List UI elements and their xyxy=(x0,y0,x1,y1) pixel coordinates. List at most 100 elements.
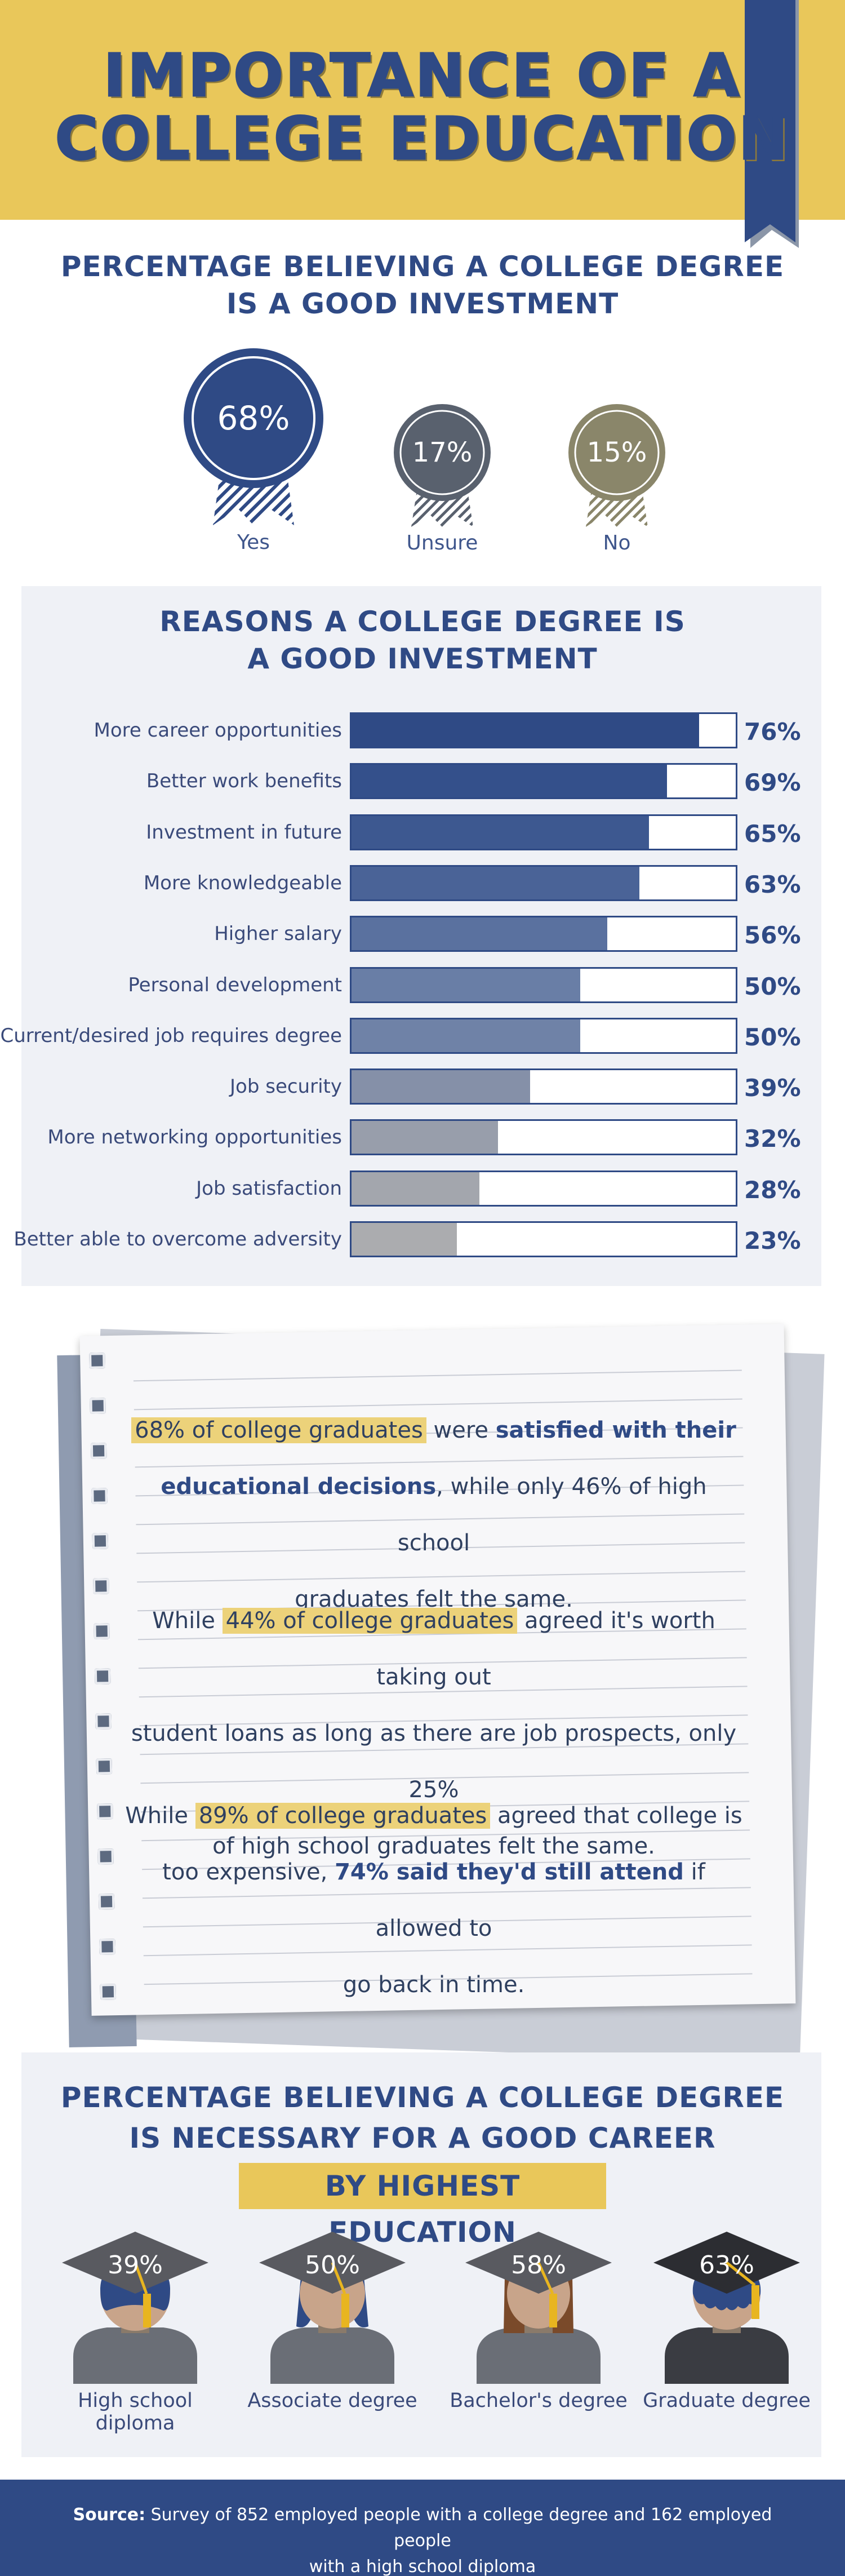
reason-row: More career opportunities 76% xyxy=(0,712,845,748)
reason-row: More networking opportunities 32% xyxy=(0,1119,845,1155)
notebook-hole xyxy=(96,1758,113,1775)
note-3-line-1: While 89% of college graduates agreed th… xyxy=(124,1788,744,1844)
notebook-hole xyxy=(94,1668,111,1684)
notebook-hole xyxy=(90,1398,106,1414)
footer-source: Source: Survey of 852 employed people wi… xyxy=(56,2502,789,2576)
reasons-title-line2: A GOOD INVESTMENT xyxy=(247,642,598,675)
notebook-hole xyxy=(99,1939,115,1955)
graduate-associate-label: Associate degree xyxy=(247,2389,417,2412)
reason-row: More knowledgeable 63% xyxy=(0,865,845,901)
investment-title-line1: PERCENTAGE BELIEVING A COLLEGE DEGREE xyxy=(60,250,785,283)
reason-bar-fill xyxy=(352,1070,530,1103)
notebook-hole xyxy=(95,1713,112,1730)
note-paragraph-3: While 89% of college graduates agreed th… xyxy=(124,1788,744,2013)
graduate-bachelors-icon: 58% xyxy=(465,2232,612,2384)
reason-bar-track xyxy=(350,763,737,799)
reason-value: 39% xyxy=(744,1074,801,1102)
badge-yes-value: 68% xyxy=(217,399,290,437)
header-banner xyxy=(0,0,845,220)
graduate-highschool-icon: 39% xyxy=(62,2232,208,2384)
badge-yes-label: Yes xyxy=(237,531,270,554)
badge-yes-graphic: 68% xyxy=(184,348,323,525)
badge-no: 15% No xyxy=(555,403,679,572)
note-paragraph-2: While 44% of college graduates agreed it… xyxy=(124,1593,744,1874)
reason-row: Personal development 50% xyxy=(0,967,845,1003)
badge-unsure-label: Unsure xyxy=(406,531,478,555)
badge-unsure-value: 17% xyxy=(412,437,473,468)
reason-row: Higher salary 56% xyxy=(0,916,845,952)
footer-source-line2: with a high school diploma xyxy=(309,2557,536,2576)
graduate-associate-value: 50% xyxy=(305,2251,360,2280)
reason-bar-fill xyxy=(352,1019,580,1052)
note-1-line-2: educational decisions, while only 46% of… xyxy=(124,1458,744,1571)
graduate-highschool-value: 39% xyxy=(108,2251,163,2280)
bookmark-ribbon xyxy=(745,0,799,248)
footer-source-line1: Source: Survey of 852 employed people wi… xyxy=(56,2502,789,2554)
reason-value: 50% xyxy=(744,973,801,1000)
investment-title-line2: IS A GOOD INVESTMENT xyxy=(226,287,619,320)
page-title-line2: COLLEGE EDUCATION xyxy=(54,104,790,173)
reason-label: Higher salary xyxy=(214,923,342,945)
reason-row: Job security 39% xyxy=(0,1068,845,1105)
note-3-line-3: go back in time. xyxy=(343,1972,525,1998)
reason-value: 28% xyxy=(744,1176,801,1204)
reason-bar-fill xyxy=(352,714,699,747)
note-2-text-a: While xyxy=(152,1608,223,1634)
note-2-line-1: While 44% of college graduates agreed it… xyxy=(124,1593,744,1705)
reason-bar-fill xyxy=(352,1223,457,1256)
reason-value: 76% xyxy=(744,718,801,746)
note-paragraph-1: 68% of college graduates were satisfied … xyxy=(124,1402,744,1628)
reason-value: 63% xyxy=(744,871,801,898)
notebook-rule-line xyxy=(133,1369,742,1382)
reason-row: Investment in future 65% xyxy=(0,814,845,850)
reason-bar-fill xyxy=(352,917,607,950)
badge-unsure-graphic: 17% xyxy=(394,404,491,527)
reasons-title: REASONS A COLLEGE DEGREE IS A GOOD INVES… xyxy=(0,603,845,677)
reason-value: 65% xyxy=(744,820,801,848)
note-1-text-c: , while only 46% of high school xyxy=(397,1474,707,1556)
footer-source-text1: Survey of 852 employed people with a col… xyxy=(145,2505,772,2551)
career-subtitle: BY HIGHEST EDUCATION xyxy=(324,2170,521,2249)
badge-no-label: No xyxy=(603,531,631,555)
reason-label: Job satisfaction xyxy=(196,1177,342,1200)
badge-no-graphic: 15% xyxy=(568,404,665,527)
reason-row: Better work benefits 69% xyxy=(0,763,845,799)
notebook-hole xyxy=(92,1533,109,1549)
reason-label: Investment in future xyxy=(146,821,342,844)
reason-label: More career opportunities xyxy=(94,719,342,742)
reason-bar-track xyxy=(350,967,737,1003)
reason-bar-track xyxy=(350,814,737,850)
badge-unsure: 17% Unsure xyxy=(380,403,504,572)
note-2-highlight: 44% of college graduates xyxy=(222,1608,518,1634)
reason-bar-fill xyxy=(352,867,639,899)
note-3-highlight: 89% of college graduates xyxy=(195,1803,491,1829)
reason-bar-track xyxy=(350,1018,737,1054)
reason-label: Personal development xyxy=(128,974,342,996)
graduate-graduate-icon: 63% xyxy=(653,2232,800,2384)
badge-no-value: 15% xyxy=(587,437,647,468)
note-3-text-a: While xyxy=(125,1803,195,1829)
graduate-graduate-label: Graduate degree xyxy=(643,2389,811,2412)
reason-bar-track xyxy=(350,865,737,901)
note-1-line-1: 68% of college graduates were satisfied … xyxy=(124,1402,744,1458)
note-3-line-2: too expensive, 74% said they'd still att… xyxy=(124,1844,744,1957)
note-3-text-d: if allowed to xyxy=(375,1859,705,1941)
note-1-bold-b: educational decisions xyxy=(161,1474,437,1500)
reason-bar-track xyxy=(350,1170,737,1207)
reason-value: 69% xyxy=(744,769,801,796)
investment-title: PERCENTAGE BELIEVING A COLLEGE DEGREE IS… xyxy=(0,248,845,322)
career-title-line1: PERCENTAGE BELIEVING A COLLEGE DEGREE xyxy=(60,2081,785,2114)
reason-bar-fill xyxy=(352,765,667,797)
notebook-hole xyxy=(97,1803,113,1820)
footer: Source: Survey of 852 employed people wi… xyxy=(0,2480,845,2576)
note-1-text-a: were xyxy=(426,1417,496,1443)
career-subtitle-box: BY HIGHEST EDUCATION xyxy=(239,2163,606,2249)
notebook-hole xyxy=(91,1488,108,1504)
note-2-text-b: agreed it's worth taking out xyxy=(376,1608,715,1690)
reason-value: 23% xyxy=(744,1227,801,1254)
graduate-associate-icon: 50% xyxy=(259,2232,406,2384)
notebook-hole xyxy=(94,1623,110,1639)
reason-label: Job security xyxy=(230,1075,342,1098)
reason-value: 50% xyxy=(744,1023,801,1051)
career-title-line2: IS NECESSARY FOR A GOOD CAREER xyxy=(129,2122,716,2154)
